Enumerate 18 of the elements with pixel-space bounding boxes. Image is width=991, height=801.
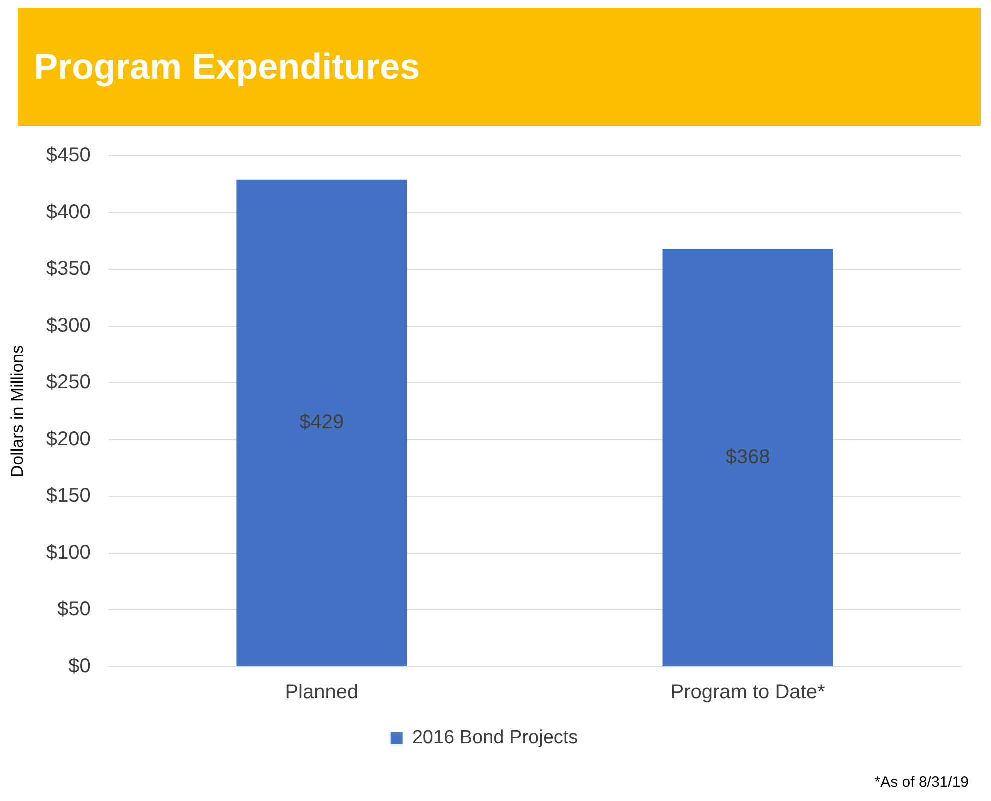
text: *As of 8/31/19 (874, 774, 969, 791)
legend-label: 2016 Bond Projects (412, 728, 578, 749)
y-tick-label: $0 (68, 656, 91, 678)
data-label: $368 (726, 446, 770, 468)
y-tick-label: $200 (46, 428, 91, 450)
y-tick-label: $50 (58, 598, 91, 621)
y-tick-label: $100 (46, 542, 91, 564)
y-tick-label: $350 (46, 258, 91, 280)
x-tick-label: Program to Date* (670, 682, 826, 704)
data-label: $429 (300, 412, 344, 434)
chart-title: Program Expenditures (33, 46, 420, 88)
y-tick-label: $150 (46, 485, 91, 508)
y-tick-label: $450 (46, 144, 91, 167)
x-tick-label: Planned (285, 682, 359, 704)
y-axis-title: Dollars in Millions (8, 345, 27, 478)
y-tick-label: $400 (46, 201, 91, 224)
y-tick-label: $250 (46, 372, 91, 394)
y-tick-label: $300 (46, 314, 91, 337)
